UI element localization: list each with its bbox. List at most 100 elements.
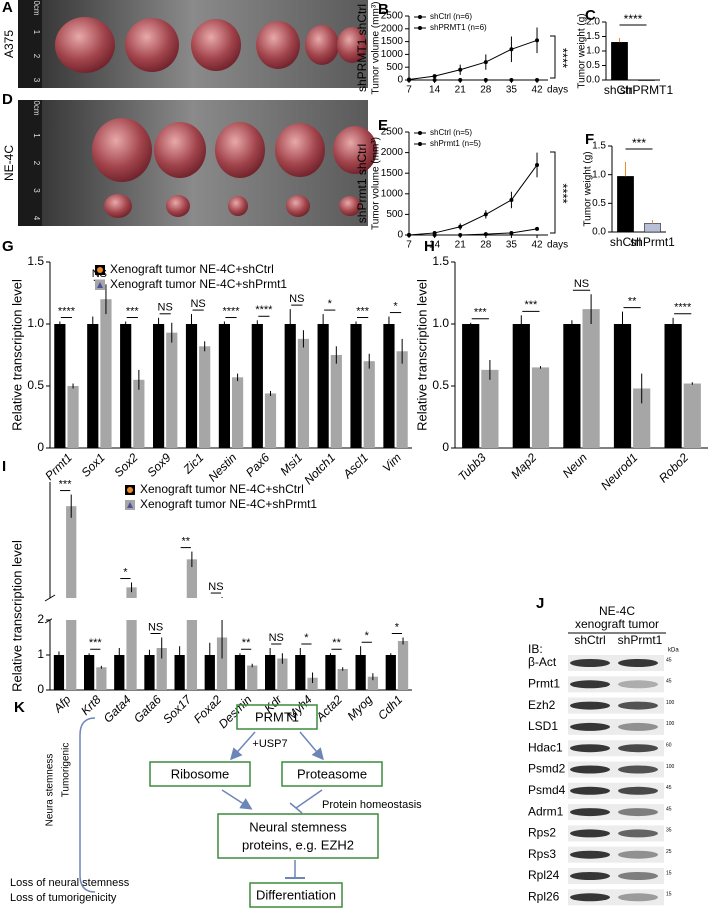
panel-label: I: [2, 458, 6, 475]
inhibit: [295, 789, 323, 809]
bar: [54, 324, 66, 448]
legend-swatch: [127, 502, 133, 508]
band: [618, 680, 658, 689]
blot-strip: [568, 655, 664, 671]
kda-label: 60: [666, 743, 672, 749]
outcome: Loss of neural stemness: [10, 877, 130, 889]
ruler-label: 3: [32, 78, 41, 83]
significance: **: [332, 637, 341, 649]
blot-strip: [568, 697, 664, 714]
y-axis-title: Relative transcription level: [9, 540, 24, 692]
tumor: [275, 123, 325, 177]
point: [407, 233, 411, 237]
x-tick-label: 28: [480, 240, 492, 251]
inhibit-bar: [289, 802, 303, 814]
point: [535, 38, 540, 43]
protein-label: Hdac1: [528, 740, 563, 754]
tumor: [104, 194, 132, 218]
x-tick-label: Map2: [508, 450, 539, 481]
bar: [611, 42, 628, 81]
bar: [284, 324, 296, 448]
blot-strip: [568, 846, 664, 863]
x-axis-title: days: [547, 85, 568, 96]
y-tick-label: 0: [37, 440, 44, 454]
x-tick-label: Notch1: [301, 450, 338, 487]
x-tick-label: Zic1: [180, 450, 207, 477]
tumor: [92, 118, 152, 182]
bar: [396, 351, 408, 448]
axis-break: [44, 594, 56, 602]
x-tick-label: 14: [429, 85, 441, 96]
significance: ****: [556, 183, 571, 203]
y-tick-label: 0.0: [592, 227, 606, 238]
significance: ***: [356, 305, 370, 317]
panel-label: H: [424, 238, 435, 255]
bar: [100, 299, 112, 448]
band: [570, 744, 610, 753]
band: [570, 701, 610, 710]
significance: ****: [58, 305, 76, 317]
tumor: [125, 18, 179, 72]
band: [570, 786, 610, 795]
tumor: [191, 19, 241, 71]
y-tick-label: 2: [37, 612, 44, 626]
bar: [186, 559, 198, 690]
panel-label: K: [14, 699, 25, 716]
y-tick-label: 0: [397, 230, 403, 241]
band: [618, 872, 658, 880]
x-tick-label: 35: [506, 240, 518, 251]
bar: [126, 587, 137, 690]
significance: ****: [624, 12, 643, 26]
blot-strip: [568, 825, 664, 842]
axis-gap: [52, 598, 414, 620]
bar: [683, 383, 701, 448]
bar: [133, 379, 145, 448]
y-tick-label: 1.5: [27, 254, 44, 268]
node-box: [249, 882, 343, 908]
node-label: Neural stemness: [249, 819, 347, 834]
blot-strip: [568, 782, 664, 799]
x-tick-label: 21: [455, 85, 467, 96]
point: [535, 78, 540, 82]
kda-label: 45: [666, 679, 672, 685]
diagram: K Neura stemness Tumorigenic PRMT1 +USP7…: [10, 699, 422, 908]
legend-label: Xenograft tumor NE-4C+shPrmt1: [110, 277, 287, 291]
point: [458, 78, 463, 82]
band: [618, 808, 658, 817]
point: [483, 60, 488, 65]
outcome: Loss of tumorigenicity: [10, 892, 117, 904]
significance: ****: [674, 302, 692, 314]
x-tick-label: 42: [531, 85, 543, 96]
significance: ****: [255, 304, 273, 316]
legend-label: shPrmt1 (n=5): [430, 139, 481, 148]
panel-label: A: [2, 0, 13, 16]
node-box: [149, 761, 251, 787]
x-tick-label: 42: [531, 240, 543, 251]
tumor: [305, 25, 339, 65]
lane-label: shPrmt1: [618, 633, 663, 647]
point: [535, 226, 540, 231]
y-tick-label: 0: [37, 682, 44, 696]
bar: [481, 369, 499, 448]
y-tick-label: 0: [442, 440, 449, 454]
legend-label: shPRMT1 (n=6): [430, 23, 487, 32]
blot-header: NE-4C: [599, 604, 635, 618]
band: [618, 659, 658, 667]
y-tick-label: 1.0: [432, 316, 449, 330]
blot-strip: [568, 804, 664, 821]
bar: [367, 676, 379, 690]
point: [509, 47, 514, 52]
legend-swatch: [418, 131, 422, 135]
panel-label: G: [2, 238, 14, 255]
protein-label: Rpl26: [528, 889, 560, 903]
y-tick-label: 2500: [381, 127, 404, 138]
y-tick-label: 2500: [381, 11, 404, 22]
kda-label: 100: [666, 700, 675, 706]
blot-strip: [568, 740, 664, 757]
arrow: [221, 789, 253, 810]
point: [509, 78, 514, 82]
y-tick-label: 0.0: [586, 75, 600, 86]
significance: ***: [89, 637, 103, 649]
